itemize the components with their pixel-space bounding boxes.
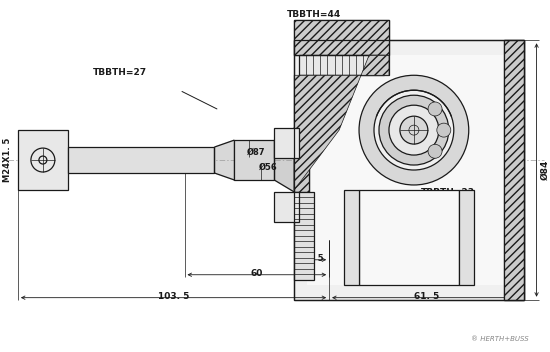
Bar bbox=[274, 128, 299, 158]
Text: ® HERTH+BUSS: ® HERTH+BUSS bbox=[471, 335, 529, 341]
Polygon shape bbox=[274, 128, 294, 192]
Text: 61. 5: 61. 5 bbox=[414, 292, 439, 301]
Circle shape bbox=[428, 144, 442, 158]
Text: 13. 5: 13. 5 bbox=[300, 254, 323, 263]
Bar bbox=[294, 20, 389, 55]
Bar bbox=[307, 55, 514, 285]
Polygon shape bbox=[214, 140, 234, 180]
Bar bbox=[504, 40, 524, 300]
Text: Ø87: Ø87 bbox=[248, 148, 266, 157]
Text: 60: 60 bbox=[251, 269, 263, 278]
Circle shape bbox=[437, 123, 451, 137]
Text: M24X1. 5: M24X1. 5 bbox=[3, 138, 13, 182]
Text: Ø84: Ø84 bbox=[541, 160, 549, 180]
Circle shape bbox=[374, 90, 454, 170]
Bar bbox=[359, 190, 459, 285]
Text: TBBTH=44: TBBTH=44 bbox=[287, 11, 342, 19]
Circle shape bbox=[359, 75, 469, 185]
Circle shape bbox=[379, 95, 449, 165]
Circle shape bbox=[428, 102, 442, 116]
Bar bbox=[18, 130, 68, 190]
Bar bbox=[299, 55, 389, 75]
Bar bbox=[274, 192, 299, 222]
Bar bbox=[68, 147, 214, 173]
Bar bbox=[294, 128, 309, 192]
Text: TBBTH=27: TBBTH=27 bbox=[92, 68, 147, 77]
Bar bbox=[504, 40, 524, 300]
Bar bbox=[294, 20, 389, 55]
Bar bbox=[294, 40, 524, 300]
Bar bbox=[234, 140, 274, 180]
Circle shape bbox=[400, 116, 428, 144]
Bar bbox=[459, 190, 474, 285]
Bar bbox=[344, 190, 359, 285]
Text: TBBTH=23: TBBTH=23 bbox=[421, 188, 475, 197]
Text: 103. 5: 103. 5 bbox=[158, 292, 189, 301]
Bar bbox=[294, 192, 314, 280]
Polygon shape bbox=[294, 55, 389, 190]
Text: Ø56: Ø56 bbox=[259, 163, 278, 172]
Circle shape bbox=[389, 105, 439, 155]
Bar bbox=[294, 128, 309, 192]
